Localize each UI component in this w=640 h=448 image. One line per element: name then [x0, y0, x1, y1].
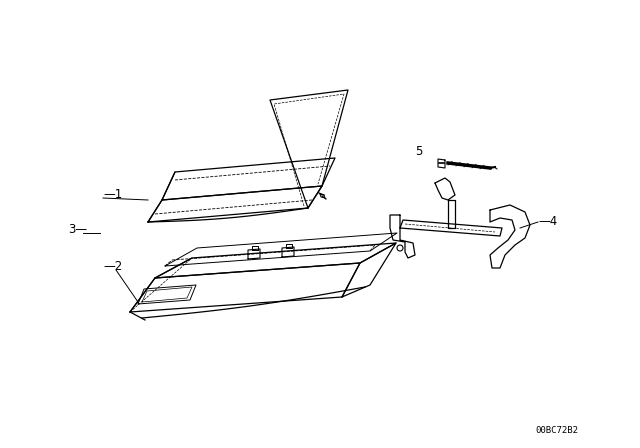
Text: 5: 5: [415, 145, 422, 158]
Text: —4: —4: [538, 215, 557, 228]
Text: —1: —1: [103, 188, 122, 201]
Text: 3—: 3—: [68, 223, 87, 236]
Text: —2: —2: [103, 260, 122, 273]
Text: 00BC72B2: 00BC72B2: [535, 426, 578, 435]
